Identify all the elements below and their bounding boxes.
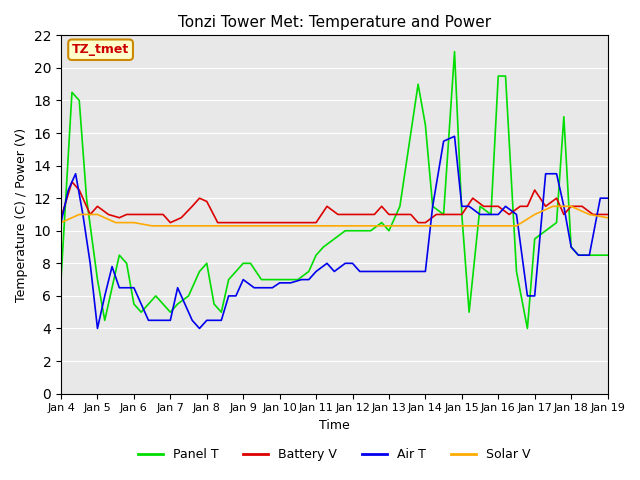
Y-axis label: Temperature (C) / Power (V): Temperature (C) / Power (V) [15,127,28,301]
Legend: Panel T, Battery V, Air T, Solar V: Panel T, Battery V, Air T, Solar V [133,443,536,466]
Title: Tonzi Tower Met: Temperature and Power: Tonzi Tower Met: Temperature and Power [178,15,491,30]
X-axis label: Time: Time [319,419,349,432]
Text: TZ_tmet: TZ_tmet [72,43,129,56]
